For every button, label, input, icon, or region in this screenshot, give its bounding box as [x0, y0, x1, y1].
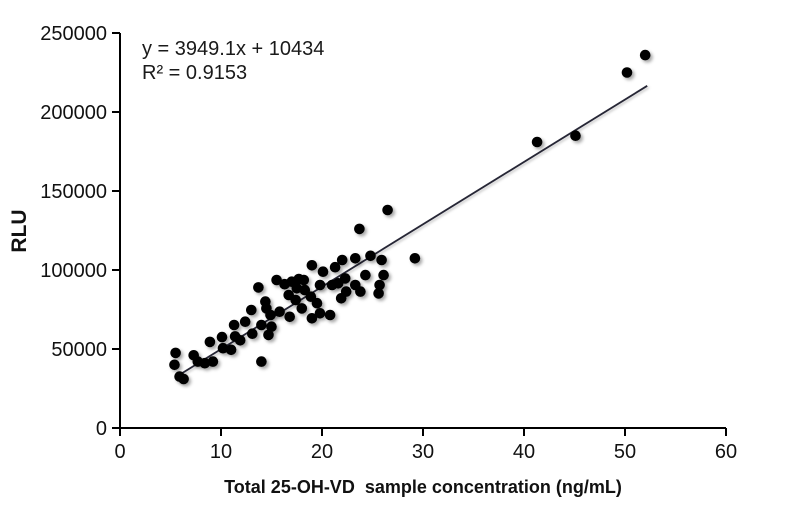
x-tick-label: 20: [311, 441, 333, 463]
data-point: [314, 279, 326, 291]
data-point: [340, 286, 352, 297]
data-point: [324, 309, 336, 321]
data-point: [531, 136, 543, 148]
data-point: [253, 282, 264, 293]
x-axis-ticks: 0 10 20 30 40 50 60: [114, 428, 737, 463]
data-point: [296, 303, 308, 314]
data-point: [354, 223, 365, 235]
data-point: [365, 250, 376, 262]
data-point: [314, 308, 326, 319]
data-point: [621, 67, 633, 78]
data-point: [247, 328, 258, 340]
r-squared-label: R² = 0.9153: [142, 62, 247, 84]
x-tick-label: 40: [513, 441, 535, 463]
x-tick-label: 10: [210, 441, 232, 463]
data-point: [266, 321, 277, 333]
y-axis-ticks: 0 50000 100000 150000 200000 250000: [40, 23, 120, 440]
data-point: [290, 294, 302, 306]
y-tick-label: 0: [96, 418, 107, 440]
data-point: [199, 357, 211, 369]
data-point: [169, 359, 180, 371]
y-tick-label: 200000: [40, 102, 107, 124]
data-point: [306, 260, 318, 271]
x-tick-label: 0: [114, 441, 125, 463]
data-point: [329, 261, 341, 273]
data-point: [570, 130, 581, 141]
data-point: [284, 311, 296, 323]
data-point: [256, 356, 267, 367]
data-point: [274, 306, 285, 318]
data-point: [378, 269, 389, 281]
data-point: [271, 274, 282, 286]
data-point: [256, 319, 267, 331]
data-point: [228, 319, 240, 331]
data-point: [217, 342, 229, 354]
data-point: [207, 356, 219, 367]
data-point: [239, 316, 251, 328]
x-axis-title: Total 25-OH-VD sample concentration (ng/…: [224, 477, 622, 497]
data-point: [409, 252, 421, 264]
data-point: [639, 49, 651, 61]
equation-label: y = 3949.1x + 10434: [142, 38, 324, 60]
x-tick-label: 50: [614, 441, 636, 463]
data-point: [382, 204, 393, 216]
y-axis-title: RLU: [8, 209, 31, 252]
data-point: [170, 347, 181, 359]
data-point: [279, 278, 290, 290]
x-tick-label: 60: [715, 441, 737, 463]
data-point: [234, 335, 246, 346]
data-point: [376, 254, 387, 266]
data-point: [339, 273, 351, 284]
data-point: [246, 304, 257, 316]
y-tick-label: 50000: [51, 339, 107, 361]
data-point: [260, 296, 271, 307]
data-point: [336, 254, 348, 266]
data-point: [178, 373, 189, 385]
data-point: [265, 309, 276, 321]
data-point: [306, 313, 318, 324]
data-point: [225, 344, 237, 356]
data-point: [298, 274, 310, 286]
data-point: [350, 252, 361, 264]
data-point: [263, 329, 274, 341]
scatter-points: [169, 49, 651, 385]
data-point: [326, 279, 338, 291]
data-point: [216, 331, 228, 343]
data-point: [360, 269, 371, 281]
y-tick-label: 250000: [40, 23, 107, 45]
data-point: [373, 288, 384, 299]
data-point: [374, 279, 385, 291]
data-point: [204, 336, 216, 348]
x-tick-label: 30: [412, 441, 434, 463]
data-point: [355, 286, 366, 297]
data-point: [291, 283, 303, 294]
data-point: [305, 291, 317, 303]
trend-line: [174, 85, 648, 379]
data-point: [317, 266, 329, 278]
y-tick-label: 100000: [40, 260, 107, 282]
y-tick-label: 150000: [40, 181, 107, 203]
